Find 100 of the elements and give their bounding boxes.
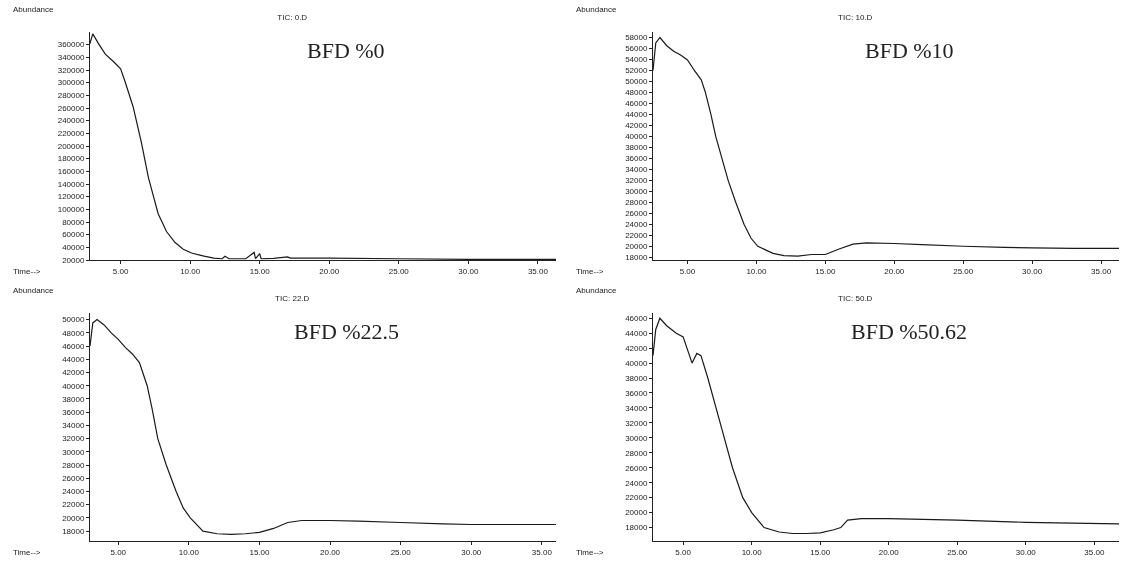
y-tick-label: 42000 xyxy=(62,368,85,378)
annotation: BFD %50.62 xyxy=(851,319,968,344)
y-tick-label: 46000 xyxy=(625,99,648,109)
y-axis-title: Abundance xyxy=(576,286,618,295)
x-tick-label: 30.00 xyxy=(461,547,482,557)
x-tick-label: 5.00 xyxy=(110,547,127,557)
chart-title: TIC: 50.D xyxy=(838,293,873,303)
annotation: BFD %22.5 xyxy=(294,319,400,344)
x-tick-label: 30.00 xyxy=(1022,266,1043,276)
y-tick-label: 54000 xyxy=(625,55,648,65)
y-tick-label: 38000 xyxy=(625,143,648,153)
x-axis-title: Time--> xyxy=(13,267,41,276)
y-axis-title: Abundance xyxy=(13,286,55,295)
y-tick-label: 50000 xyxy=(625,77,648,87)
y-tick-label: 40000 xyxy=(625,358,648,368)
y-tick-label: 24000 xyxy=(625,478,648,488)
y-tick-label: 40000 xyxy=(625,132,648,142)
y-tick-label: 36000 xyxy=(625,388,648,398)
chart-title: TIC: 0.D xyxy=(277,12,308,22)
x-tick-label: 15.00 xyxy=(810,547,831,557)
y-tick-label: 20000 xyxy=(625,242,648,252)
y-tick-label: 34000 xyxy=(62,421,85,431)
y-tick-label: 20000 xyxy=(62,513,85,523)
y-tick-label: 30000 xyxy=(625,187,648,197)
y-tick-label: 30000 xyxy=(625,433,648,443)
y-tick-label: 180000 xyxy=(57,154,85,164)
y-tick-label: 18000 xyxy=(62,526,85,536)
x-tick-label: 20.00 xyxy=(884,266,905,276)
y-tick-label: 28000 xyxy=(625,448,648,458)
x-tick-label: 20.00 xyxy=(320,547,341,557)
y-tick-label: 26000 xyxy=(62,474,85,484)
y-tick-label: 320000 xyxy=(57,65,85,75)
annotation: BFD %0 xyxy=(307,38,385,63)
y-tick-label: 38000 xyxy=(62,394,85,404)
y-tick-label: 34000 xyxy=(625,165,648,175)
x-tick-label: 35.00 xyxy=(527,266,549,276)
x-tick-label: 25.00 xyxy=(388,266,410,276)
y-tick-label: 34000 xyxy=(625,403,648,413)
y-tick-label: 40000 xyxy=(62,381,85,391)
y-tick-label: 48000 xyxy=(62,328,85,338)
annotation: BFD %10 xyxy=(865,38,954,63)
y-tick-label: 22000 xyxy=(625,493,648,503)
x-tick-label: 15.00 xyxy=(815,266,836,276)
y-tick-label: 120000 xyxy=(57,192,85,202)
y-tick-label: 38000 xyxy=(625,373,648,383)
x-tick-label: 30.00 xyxy=(1015,547,1037,557)
x-tick-label: 20.00 xyxy=(878,547,900,557)
x-tick-label: 35.00 xyxy=(1091,266,1112,276)
y-tick-label: 360000 xyxy=(57,40,85,50)
x-tick-label: 5.00 xyxy=(675,547,692,557)
x-tick-label: 10.00 xyxy=(741,547,763,557)
y-tick-label: 44000 xyxy=(625,110,648,120)
y-tick-label: 18000 xyxy=(625,253,648,263)
y-axis-title: Abundance xyxy=(13,5,55,14)
y-tick-label: 160000 xyxy=(57,167,85,177)
y-tick-label: 22000 xyxy=(62,500,85,510)
y-axis-title: Abundance xyxy=(576,5,618,14)
chart-title: TIC: 22.D xyxy=(275,293,310,303)
x-tick-label: 5.00 xyxy=(679,266,696,276)
y-tick-label: 22000 xyxy=(625,231,648,241)
x-axis-title: Time--> xyxy=(576,548,604,557)
y-tick-label: 32000 xyxy=(625,176,648,186)
x-axis-title: Time--> xyxy=(576,267,604,276)
y-tick-label: 48000 xyxy=(625,88,648,98)
y-tick-label: 44000 xyxy=(625,328,648,338)
x-tick-label: 15.00 xyxy=(249,266,271,276)
x-tick-label: 10.00 xyxy=(180,266,201,276)
y-tick-label: 44000 xyxy=(62,355,85,365)
y-tick-label: 40000 xyxy=(62,243,85,253)
y-tick-label: 28000 xyxy=(62,460,85,470)
y-tick-label: 26000 xyxy=(625,209,648,219)
x-tick-label: 20.00 xyxy=(319,266,340,276)
y-tick-label: 140000 xyxy=(57,179,85,189)
y-tick-label: 60000 xyxy=(62,230,85,240)
y-tick-label: 300000 xyxy=(57,78,85,88)
y-tick-label: 18000 xyxy=(625,523,648,533)
line-series xyxy=(653,36,1119,257)
y-tick-label: 80000 xyxy=(62,217,85,227)
x-tick-label: 5.00 xyxy=(112,266,129,276)
chart-title: TIC: 10.D xyxy=(838,12,873,22)
y-tick-label: 36000 xyxy=(62,407,85,417)
y-tick-label: 20000 xyxy=(62,255,85,265)
y-tick-label: 28000 xyxy=(625,198,648,208)
y-tick-label: 42000 xyxy=(625,121,648,131)
x-tick-label: 25.00 xyxy=(390,547,412,557)
y-tick-label: 32000 xyxy=(625,418,648,428)
y-tick-label: 26000 xyxy=(625,463,648,473)
y-tick-label: 24000 xyxy=(625,220,648,230)
y-tick-label: 24000 xyxy=(62,487,85,497)
x-tick-label: 35.00 xyxy=(531,547,553,557)
y-tick-label: 200000 xyxy=(57,141,85,151)
x-tick-label: 15.00 xyxy=(249,547,270,557)
y-tick-label: 58000 xyxy=(625,33,648,43)
y-tick-label: 100000 xyxy=(57,205,85,215)
y-tick-label: 32000 xyxy=(62,434,85,444)
y-tick-label: 280000 xyxy=(57,91,85,101)
y-tick-label: 42000 xyxy=(625,343,648,353)
x-tick-label: 25.00 xyxy=(953,266,974,276)
y-tick-label: 260000 xyxy=(57,103,85,113)
y-tick-label: 36000 xyxy=(625,154,648,164)
